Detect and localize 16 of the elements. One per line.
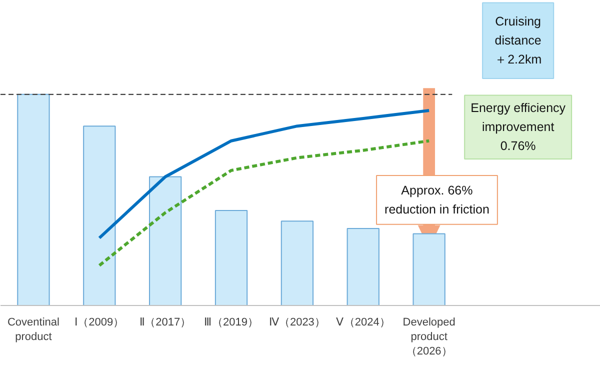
x-tick-label: Ⅰ（2009）	[74, 316, 124, 328]
x-tick-label: Coventinal product	[7, 316, 60, 343]
x-tick-label: Developed product （2026）	[402, 316, 456, 358]
x-tick-label: Ⅴ（2024）	[336, 316, 390, 328]
bar	[149, 176, 182, 306]
x-tick-label: Ⅲ（2019）	[204, 316, 259, 328]
bar	[17, 94, 50, 306]
bar	[280, 220, 314, 306]
annotation: Approx. 66% reduction in friction	[384, 184, 490, 216]
x-tick-label: Ⅱ（2017）	[140, 316, 192, 328]
bar	[83, 126, 116, 306]
x-tick-label: Ⅳ（2023）	[268, 316, 326, 328]
bar	[346, 228, 380, 306]
bar	[214, 210, 248, 306]
text: Energy efficiency improvement 0.76%	[470, 101, 566, 154]
text: Cruising distance ＋2.2km	[494, 14, 542, 67]
